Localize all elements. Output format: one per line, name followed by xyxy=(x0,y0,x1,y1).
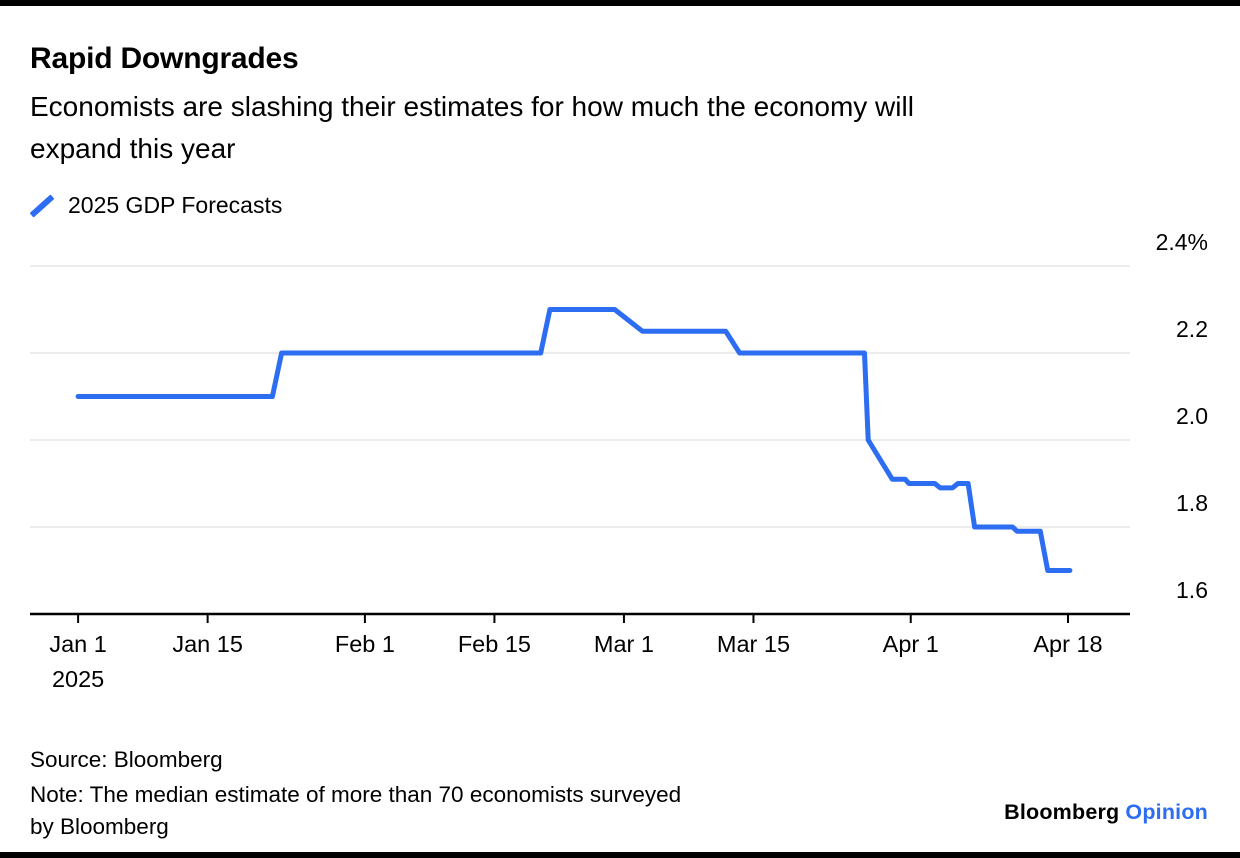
brand-bloomberg: Bloomberg xyxy=(1004,800,1120,824)
legend: 2025 GDP Forecasts xyxy=(29,192,283,219)
gdp-forecast-chart: 2.4% 2.2 2.0 1.8 1.6 Jan 1 2025 Jan 15 Feb 1 Feb … xyxy=(0,228,1240,718)
legend-line-icon xyxy=(29,193,55,218)
x-tick-label: Feb 1 xyxy=(335,631,395,657)
top-rule xyxy=(0,0,1240,6)
x-tick-label: Jan 1 xyxy=(49,631,107,657)
x-tick-label: Mar 15 xyxy=(717,631,790,657)
y-axis-label: 1.6 xyxy=(1176,577,1208,603)
x-tick-label: Feb 15 xyxy=(458,631,531,657)
y-axis-label: 1.8 xyxy=(1176,490,1208,516)
source-text: Source: Bloomberg xyxy=(30,747,223,772)
y-axis-label: 2.0 xyxy=(1176,403,1208,429)
y-axis-label: 2.2 xyxy=(1176,316,1208,342)
brand-opinion: Opinion xyxy=(1125,800,1208,824)
source-note: Source: Bloomberg Note: The median estim… xyxy=(30,744,681,843)
x-tick-sublabel: 2025 xyxy=(52,666,104,692)
forecast-line xyxy=(75,307,1073,573)
chart-subtitle: Economists are slashing their estimates … xyxy=(30,91,914,164)
note-text: Note: The median estimate of more than 7… xyxy=(30,781,682,839)
bloomberg-opinion-logo: Bloomberg Opinion xyxy=(1004,800,1208,825)
chart-svg: 2.4% 2.2 2.0 1.8 1.6 Jan 1 2025 Jan 15 Feb 1 Feb … xyxy=(30,229,1208,692)
x-tick-label: Apr 1 xyxy=(883,631,939,657)
legend-label: 2025 GDP Forecasts xyxy=(68,192,283,218)
bottom-rule xyxy=(0,852,1240,858)
y-axis-label: 2.4% xyxy=(1156,229,1208,255)
x-tick-label: Jan 15 xyxy=(172,631,243,657)
x-tick-label: Mar 1 xyxy=(594,631,654,657)
chart-title: Rapid Downgrades xyxy=(30,42,299,75)
x-tick-label: Apr 18 xyxy=(1033,631,1102,657)
